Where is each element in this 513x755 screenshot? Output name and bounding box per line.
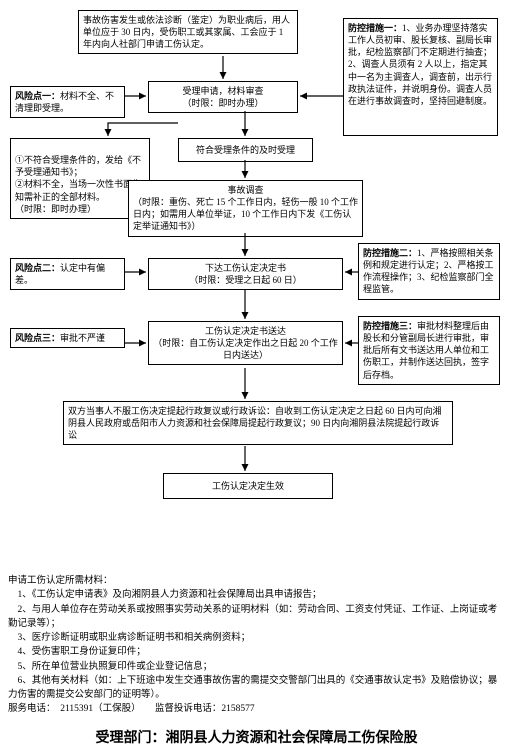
footer-item: 5、所在单位营业执照复印件或企业登记信息； — [8, 660, 505, 674]
review-time: （时限：即时办理） — [153, 97, 293, 109]
node-risk3: 风险点三：审批不严谨 — [10, 328, 125, 348]
footer-item: 1、《工伤认定申请表》及向湘阴县人力资源和社会保障局出具申请报告； — [8, 588, 505, 602]
risk3-label: 风险点三： — [15, 333, 60, 343]
node-accept: 符合受理条件的及时受理 — [178, 138, 313, 162]
node-investigate: 事故调查 （时限：重伤、死亡 15 个工作日内，轻伤一般 10 个工作日内；如需… — [128, 180, 363, 237]
node-decision: 下达工伤认定决定书 （时限：受理之日起 60 日） — [148, 258, 343, 290]
investigate-title: 事故调查 — [133, 184, 358, 196]
node-start: 事故伤害发生或依法诊断（鉴定）为职业病后，用人单位应于 30 日内，受伤职工或其… — [78, 10, 298, 54]
decision-time: （时限：受理之日起 60 日） — [153, 274, 338, 286]
review-title: 受理申请，材料审查 — [153, 85, 293, 97]
accept-text: 符合受理条件的及时受理 — [196, 145, 295, 155]
appeal-text: 双方当事人不服工伤决定提起行政复议或行政诉讼：自收到工伤认定决定之日起 60 日… — [68, 406, 442, 440]
footer-item: 2、与用人单位存在劳动关系或按照事实劳动关系的证明材料（如：劳动合同、工资支付凭… — [8, 603, 505, 632]
control1-label: 防控措施一： — [348, 23, 402, 33]
footer-materials: 申请工伤认定所需材料： 1、《工伤认定申请表》及向湘阴县人力资源和社会保障局出具… — [8, 574, 505, 717]
node-review: 受理申请，材料审查 （时限：即时办理） — [148, 81, 298, 113]
investigate-text: （时限：重伤、死亡 15 个工作日内，轻伤一般 10 个工作日内；如需用人单位举… — [133, 196, 358, 232]
start-text: 事故伤害发生或依法诊断（鉴定）为职业病后，用人单位应于 30 日内，受伤职工或其… — [83, 15, 290, 49]
node-risk1: 风险点一：材料不全、不清理即受理。 — [10, 86, 125, 118]
node-appeal: 双方当事人不服工伤决定提起行政复议或行政诉讼：自收到工伤认定决定之日起 60 日… — [63, 401, 453, 445]
node-risk2: 风险点二：认定中有偏差。 — [10, 258, 125, 290]
flowchart-canvas: 事故伤害发生或依法诊断（鉴定）为职业病后，用人单位应于 30 日内，受伤职工或其… — [8, 8, 505, 568]
node-control3: 防控措施三：审批材料整理后由股长和分管副局长进行审批，审批后所有文书送达用人单位… — [358, 316, 500, 385]
risk2-label: 风险点二： — [15, 263, 60, 273]
department-line: 受理部门：湘阴县人力资源和社会保障局工伤保险股 — [8, 727, 505, 747]
deliver-time: （时限：自工伤认定决定作出之日起 20 个工作日内送达） — [153, 337, 338, 361]
decision-title: 下达工伤认定决定书 — [153, 262, 338, 274]
control2-label: 防控措施二： — [363, 248, 417, 258]
footer-phones: 服务电话： 2115391（工保股） 监督投诉电话：2158577 — [8, 702, 505, 716]
footer-item: 4、受伤害职工身份证复印件； — [8, 645, 505, 659]
reject-text: ①不符合受理条件的，发给《不予受理通知书》； ②材料不全，当场一次性书面告知需补… — [15, 155, 141, 214]
deliver-title: 工伤认定决定书送达 — [153, 325, 338, 337]
node-deliver: 工伤认定决定书送达 （时限：自工伤认定决定作出之日起 20 个工作日内送达） — [148, 321, 343, 365]
risk3-text: 审批不严谨 — [60, 333, 105, 343]
node-control1: 防控措施一：1、业务办理坚持落实工作人员初审、股长复核、副局长审批，纪检监察部门… — [343, 18, 498, 136]
effective-text: 工伤认定决定生效 — [212, 481, 284, 491]
node-control2: 防控措施二：1、严格按照相关条例和规定进行认定；2、严格按工作流程操作；3、纪检… — [358, 243, 500, 300]
control3-label: 防控措施三： — [363, 321, 417, 331]
footer-title: 申请工伤认定所需材料： — [8, 574, 505, 588]
risk1-label: 风险点一： — [15, 91, 60, 101]
node-effective: 工伤认定决定生效 — [163, 473, 333, 499]
footer-item: 3、医疗诊断证明或职业病诊断证明书和相关病例资料； — [8, 631, 505, 645]
footer-item: 6、其他有关材料（如：上下班途中发生交通事故伤害的需提交交警部门出具的《交通事故… — [8, 674, 505, 703]
control1-text: 1、业务办理坚持落实工作人员初审、股长复核、副局长审批，纪检监察部门不定期进行抽… — [348, 23, 492, 106]
